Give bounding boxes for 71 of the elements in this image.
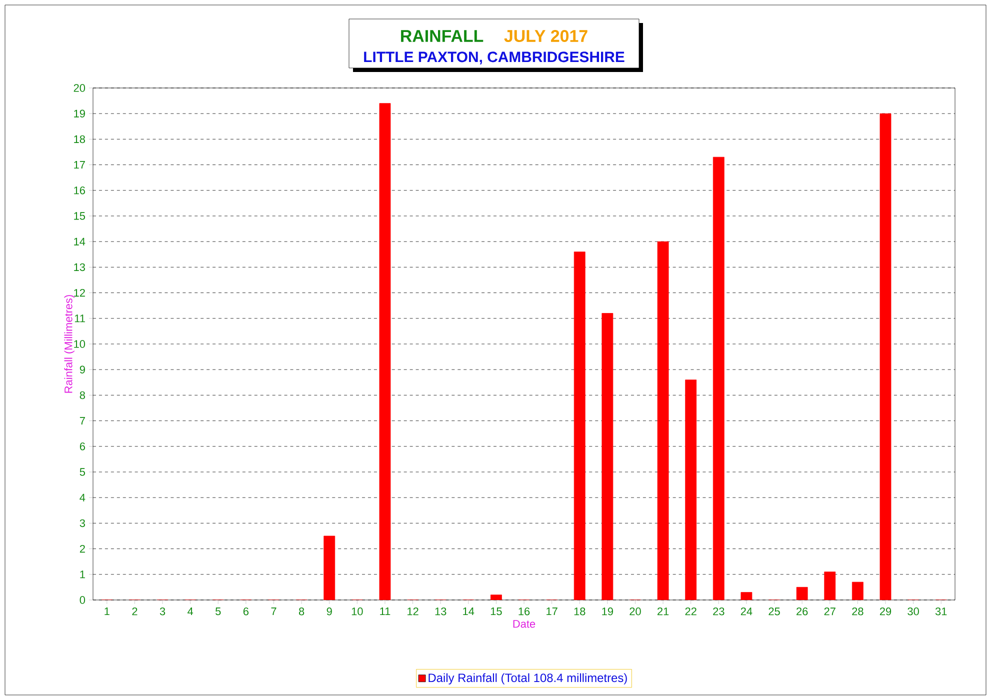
x-tick-label: 5 bbox=[216, 608, 221, 616]
x-tick-label: 9 bbox=[326, 608, 332, 616]
y-tick-label: 7 bbox=[80, 417, 85, 425]
y-tick-label: 13 bbox=[74, 263, 85, 272]
x-tick-label: 4 bbox=[188, 608, 194, 616]
x-tick-label: 7 bbox=[271, 608, 276, 616]
x-tick-label: 16 bbox=[518, 608, 530, 616]
y-tick-label: 6 bbox=[80, 442, 86, 450]
bar bbox=[796, 586, 808, 600]
x-tick-label: 20 bbox=[630, 608, 641, 616]
legend-label: Daily Rainfall (Total 108.4 millimetres) bbox=[428, 673, 627, 684]
x-tick-label: 15 bbox=[490, 608, 502, 616]
x-tick-label: 1 bbox=[104, 608, 110, 616]
x-tick-label: 27 bbox=[824, 608, 836, 616]
y-tick-label: 0 bbox=[80, 596, 86, 604]
y-tick-label: 11 bbox=[74, 314, 85, 322]
x-tick-label: 30 bbox=[908, 608, 919, 616]
x-tick-label: 17 bbox=[546, 608, 558, 616]
y-tick-label: 1 bbox=[80, 570, 85, 578]
y-tick-label: 5 bbox=[80, 468, 86, 476]
y-tick-label: 3 bbox=[80, 519, 86, 528]
x-tick-label: 22 bbox=[685, 608, 696, 616]
y-tick-label: 18 bbox=[74, 135, 85, 144]
x-tick-label: 11 bbox=[380, 608, 390, 616]
x-tick-label: 25 bbox=[768, 608, 780, 616]
bar bbox=[852, 582, 864, 600]
x-tick-label: 14 bbox=[463, 608, 474, 616]
y-tick-label: 2 bbox=[80, 544, 85, 553]
x-tick-label: 13 bbox=[435, 608, 446, 616]
bar bbox=[490, 594, 502, 600]
y-tick-label: 15 bbox=[74, 212, 86, 220]
bar bbox=[657, 241, 669, 600]
y-tick-label: 16 bbox=[74, 186, 85, 194]
bar bbox=[324, 536, 336, 600]
bar bbox=[379, 103, 391, 600]
x-tick-label: 6 bbox=[243, 608, 249, 616]
x-tick-label: 18 bbox=[574, 608, 586, 616]
x-tick-label: 10 bbox=[352, 608, 363, 616]
bar bbox=[824, 572, 836, 600]
x-tick-label: 26 bbox=[796, 608, 808, 616]
x-tick-label: 29 bbox=[880, 608, 892, 616]
x-axis-title: Date bbox=[513, 620, 536, 628]
bar bbox=[602, 313, 614, 600]
y-tick-label: 12 bbox=[74, 288, 85, 297]
chart-title: RAINFALL bbox=[401, 30, 484, 42]
y-tick-label: 19 bbox=[74, 110, 85, 118]
x-tick-label: 12 bbox=[408, 608, 418, 616]
chart-subtitle: JULY 2017 bbox=[504, 30, 588, 42]
x-tick-label: 28 bbox=[852, 608, 864, 616]
y-tick-label: 4 bbox=[80, 494, 86, 502]
x-tick-label: 8 bbox=[298, 608, 304, 616]
x-tick-label: 23 bbox=[713, 608, 724, 616]
y-tick-label: 10 bbox=[74, 340, 86, 348]
bar bbox=[712, 156, 724, 600]
x-tick-label: 21 bbox=[657, 608, 669, 616]
bar bbox=[880, 113, 892, 600]
x-tick-label: 3 bbox=[160, 608, 166, 616]
x-tick-label: 31 bbox=[935, 608, 947, 616]
bar bbox=[685, 380, 697, 600]
y-tick-label: 8 bbox=[80, 391, 86, 400]
y-axis-title: Rainfall (Millimetres) bbox=[64, 295, 74, 393]
text: LITTLE PAXTON, CAMBRIDGESHIRE bbox=[364, 52, 624, 64]
y-tick-label: 17 bbox=[74, 161, 85, 169]
y-tick-label: 14 bbox=[74, 238, 86, 246]
x-tick-label: 19 bbox=[602, 608, 614, 616]
x-tick-label: 2 bbox=[132, 608, 138, 616]
bar bbox=[740, 592, 752, 600]
x-tick-label: 24 bbox=[740, 608, 752, 616]
y-tick-label: 9 bbox=[80, 366, 85, 374]
y-tick-label: 20 bbox=[74, 84, 86, 92]
bar bbox=[574, 252, 586, 600]
